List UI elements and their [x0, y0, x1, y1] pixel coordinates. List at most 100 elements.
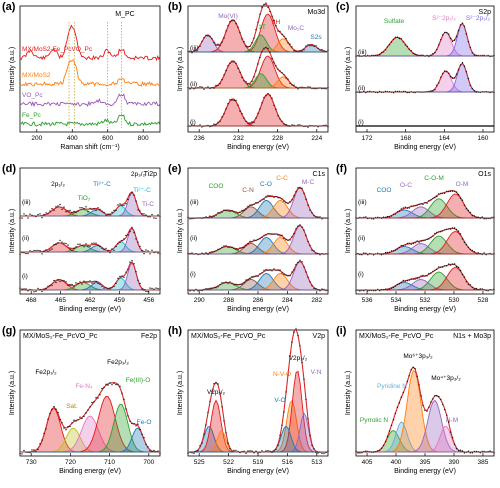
raw-data-point	[293, 195, 295, 197]
raw-data-point	[444, 70, 446, 72]
raw-data-point	[253, 275, 255, 278]
peak-label: Fe(III)-O	[126, 377, 151, 384]
raw-data-point	[461, 273, 464, 276]
raw-data-point	[279, 118, 281, 120]
panel-e: (e) C1s 290 288 286 284 282 Binding energy (eV)…	[166, 162, 334, 324]
raw-data-point	[31, 214, 33, 216]
raw-data-point	[279, 269, 281, 271]
raw-data-point	[388, 288, 391, 290]
x-tick-label: 720	[65, 459, 76, 466]
raw-data-point	[227, 282, 229, 284]
raw-data-point	[390, 250, 393, 252]
raw-data-point	[237, 284, 239, 286]
raw-data-point	[471, 87, 473, 90]
raw-data-point	[428, 406, 430, 408]
y-axis-label: Intensity (a.u.)	[345, 47, 352, 91]
raw-data-point	[73, 210, 75, 213]
raw-data-point	[209, 215, 211, 217]
raw-data-point	[129, 420, 131, 422]
raw-data-point	[475, 287, 477, 290]
raw-data-point	[193, 452, 195, 454]
raw-data-point	[319, 49, 321, 51]
raw-data-point	[199, 445, 201, 447]
panel-title: Mo3d	[307, 9, 325, 16]
raw-data-point	[301, 261, 303, 263]
raw-data-point	[273, 196, 275, 199]
raw-data-point	[285, 202, 287, 204]
raw-data-point	[237, 212, 239, 214]
raw-data-point	[430, 401, 432, 403]
raw-data-point	[239, 71, 241, 74]
raw-data-point	[33, 291, 35, 293]
raw-data-point	[123, 238, 125, 240]
raw-data-point	[95, 242, 97, 244]
x-tick-label: 284	[282, 297, 293, 304]
x-tick-label: 200	[31, 135, 42, 142]
raw-data-point	[412, 242, 414, 245]
raw-data-point	[313, 287, 315, 290]
panel-label: (a)	[2, 1, 16, 13]
raw-data-point	[77, 419, 79, 421]
raw-data-point	[483, 54, 485, 56]
raw-data-point	[107, 384, 109, 386]
raw-data-point	[249, 83, 251, 85]
raw-data-point	[193, 50, 195, 52]
raw-data-point	[271, 57, 273, 60]
raw-data-point	[215, 250, 217, 252]
raw-data-point	[428, 200, 430, 202]
raw-data-point	[400, 281, 402, 284]
x-tick-label: 522	[223, 459, 234, 466]
raw-data-point	[291, 271, 293, 273]
plot-frame	[355, 5, 495, 133]
raw-data-point	[459, 197, 462, 199]
raw-data-point	[459, 233, 462, 235]
raw-data-point	[455, 228, 458, 231]
raw-data-point	[457, 266, 460, 268]
raw-data-point	[209, 400, 211, 403]
raw-data-point	[377, 252, 379, 254]
peak-label: O-M	[456, 181, 469, 188]
raw-data-point	[465, 71, 468, 73]
raw-data-point	[19, 452, 21, 455]
raw-data-point	[199, 124, 201, 126]
raw-data-point	[221, 41, 223, 43]
raw-data-point	[229, 246, 231, 248]
raw-data-point	[313, 448, 315, 450]
raw-data-point	[448, 228, 450, 230]
raw-data-point	[430, 90, 432, 92]
raw-data-point	[287, 78, 289, 80]
raw-data-point	[319, 290, 321, 292]
raw-data-point	[293, 124, 295, 127]
raw-data-point	[267, 194, 269, 197]
raw-data-point	[390, 215, 393, 217]
x-tick-label: 286	[253, 297, 264, 304]
raw-data-point	[197, 290, 199, 292]
y-axis-label: Intensity (a.u.)	[345, 371, 352, 415]
raw-data-point	[113, 382, 115, 384]
x-tick-label: 224	[311, 135, 322, 142]
sample-row-label: (ii)	[190, 235, 197, 242]
panel-title: S2p	[479, 9, 492, 16]
raw-data-point	[25, 288, 27, 290]
raw-data-point	[85, 281, 87, 283]
raw-data-point	[87, 245, 89, 247]
raw-data-point	[275, 195, 277, 198]
raw-data-point	[400, 245, 402, 247]
raw-data-point	[301, 226, 303, 228]
raw-data-point	[369, 90, 371, 93]
raw-data-point	[23, 213, 25, 215]
raw-data-point	[223, 245, 225, 247]
raw-data-point	[229, 210, 231, 212]
raw-data-point	[139, 428, 141, 431]
raw-data-point	[67, 426, 69, 428]
raw-data-point	[77, 282, 79, 285]
raw-data-point	[239, 247, 241, 249]
raw-data-point	[59, 418, 61, 421]
raw-data-point	[61, 241, 63, 243]
x-tick-label: 228	[272, 135, 283, 142]
raw-data-point	[45, 212, 47, 214]
raw-data-point	[203, 433, 205, 435]
raw-data-point	[219, 82, 221, 85]
raw-data-point	[465, 244, 468, 246]
raw-data-point	[217, 212, 219, 214]
